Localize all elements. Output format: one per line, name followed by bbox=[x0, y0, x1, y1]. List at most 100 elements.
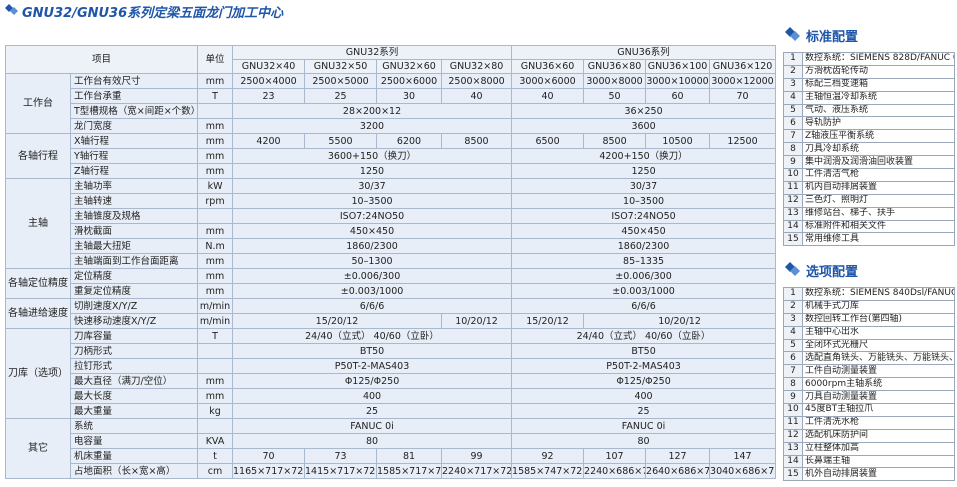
spec-row: Z轴行程 mm 1250 1250 bbox=[6, 163, 777, 179]
value-cell: 23 bbox=[232, 88, 306, 104]
page-title: GNU32/GNU36系列定梁五面龙门加工中心 bbox=[22, 6, 284, 21]
group-label: 各轴行程 bbox=[5, 133, 71, 179]
value-cell: Φ125/Φ250 bbox=[232, 373, 513, 389]
item-text: 维修站台、梯子、扶手 bbox=[802, 206, 955, 221]
spec-row: Y轴行程 mm 3600+150（换刀） 4200+150（换刀） bbox=[6, 148, 777, 164]
value-cell: 3000×8000 bbox=[583, 73, 647, 89]
spec-row: 重复定位精度 mm ±0.003/1000 ±0.003/1000 bbox=[6, 283, 777, 299]
unit bbox=[197, 208, 234, 224]
section-icon bbox=[785, 27, 800, 41]
unit bbox=[197, 103, 234, 119]
list-row: 8 刀具冷却系统 bbox=[783, 142, 955, 157]
value-cell: 99 bbox=[441, 448, 513, 464]
list-row: 14 长鼻端主轴 bbox=[783, 454, 955, 469]
item-number: 4 bbox=[783, 325, 803, 340]
item-text: 工件清洁气枪 bbox=[802, 168, 955, 182]
value-cell: 6500 bbox=[511, 133, 585, 149]
spec-row: 机床重量 t 70 73 81 99 92 107 127 147 bbox=[6, 448, 777, 464]
item-text: 气动、液压系统 bbox=[802, 103, 955, 118]
list-row: 11 机内自动排屑装置 bbox=[783, 180, 955, 195]
value-cell: FANUC 0i bbox=[232, 418, 513, 434]
value-cell: 1860/2300 bbox=[511, 238, 777, 254]
value-cell: 28×200×12 bbox=[232, 103, 513, 119]
unit: mm bbox=[197, 148, 234, 164]
param-name: 拉钉形式 bbox=[69, 358, 199, 374]
series-header: GNU36系列 bbox=[511, 45, 777, 60]
value-cell: 3600+150（换刀） bbox=[232, 148, 513, 164]
item-text: 标准附件和相关文件 bbox=[802, 219, 955, 234]
spec-row: 其它 系统 FANUC 0i FANUC 0i bbox=[5, 418, 777, 479]
group-label: 刀库（选项） bbox=[5, 328, 71, 419]
list-row: 9 集中润滑及润滑油回收装置 bbox=[783, 155, 955, 170]
spec-row: 刀库（选项） 刀库容量 T 24/40（立式） 40/60（立卧） 24/40（立式） … bbox=[5, 328, 777, 419]
value-cell: 8500 bbox=[441, 133, 513, 149]
value-cell: 3200 bbox=[232, 118, 513, 134]
unit: m/min bbox=[197, 313, 234, 329]
item-number: 13 bbox=[783, 441, 803, 456]
value-cell: 400 bbox=[232, 388, 513, 404]
item-number: 15 bbox=[783, 467, 803, 482]
param-name: 最大重量 bbox=[69, 403, 199, 419]
param-name: 工作台承重 bbox=[69, 88, 199, 104]
spec-row: 各轴进给速度 切削速度X/Y/Z m/min 6/6/6 6/6/6 bbox=[5, 298, 777, 329]
value-cell: 127 bbox=[645, 448, 711, 464]
value-cell: 450×450 bbox=[232, 223, 513, 239]
value-cell: 10–3500 bbox=[511, 193, 777, 209]
value-cell: 450×450 bbox=[511, 223, 777, 239]
unit: mm bbox=[197, 118, 234, 134]
item-text: 工件自动测量装置 bbox=[802, 364, 955, 379]
list-row: 15 常用维修工具 bbox=[783, 232, 955, 247]
value-cell: 40 bbox=[441, 88, 513, 104]
value-cell: 400 bbox=[511, 388, 777, 404]
spec-row: 最大长度 mm 400 400 bbox=[6, 388, 777, 404]
item-text: 方滑枕齿轮传动 bbox=[802, 64, 955, 79]
value-cell: 80 bbox=[232, 433, 513, 449]
value-cell: ISO7:24NO50 bbox=[232, 208, 513, 224]
group-label: 主轴 bbox=[5, 178, 71, 269]
value-cell: 25 bbox=[304, 88, 378, 104]
value-cell: 4200 bbox=[232, 133, 306, 149]
value-cell: ±0.003/1000 bbox=[511, 283, 777, 299]
spec-row: 刀柄形式 BT50 BT50 bbox=[6, 343, 777, 359]
item-text: 集中润滑及润滑油回收装置 bbox=[802, 155, 955, 170]
item-text: 主轴恒温冷却系统 bbox=[802, 90, 955, 105]
item-text: 数控系统：SIEMENS 828D/FANUC 0i bbox=[802, 52, 955, 66]
list-row: 7 Z轴液压平衡系统 bbox=[783, 129, 955, 144]
spec-row: 最大重量 kg 25 25 bbox=[6, 403, 777, 419]
value-cell: 70 bbox=[232, 448, 306, 464]
list-row: 13 维修站台、梯子、扶手 bbox=[783, 206, 955, 221]
item-number: 5 bbox=[783, 103, 803, 118]
item-text: 机外自动排屑装置 bbox=[802, 467, 955, 482]
item-number: 12 bbox=[783, 193, 803, 208]
param-name: 定位精度 bbox=[69, 268, 199, 284]
list-row: 2 方滑枕齿轮传动 bbox=[783, 64, 955, 79]
value-cell: 5500 bbox=[304, 133, 378, 149]
value-cell: 25 bbox=[232, 403, 513, 419]
value-cell: 40 bbox=[511, 88, 585, 104]
value-cell: 2640×686×725 bbox=[645, 463, 711, 479]
param-name: 主轴最大扭矩 bbox=[69, 238, 199, 254]
value-cell: 12500 bbox=[709, 133, 777, 149]
item-text: 6000rpm主轴系统 bbox=[802, 377, 955, 392]
item-number: 10 bbox=[783, 168, 803, 182]
value-cell: 1250 bbox=[511, 163, 777, 179]
model-header: GNU32×60 bbox=[376, 59, 443, 74]
spec-table: 项目 单位 GNU32系列 GNU36系列 GNU32×40 GNU32×50 GNU32×… bbox=[4, 45, 777, 479]
unit: mm bbox=[197, 163, 234, 179]
unit: T bbox=[197, 88, 234, 104]
item-number: 1 bbox=[783, 52, 803, 66]
unit bbox=[197, 358, 234, 374]
value-cell: 3040×686×725 bbox=[709, 463, 777, 479]
value-cell: 24/40（立式） 40/60（立卧） bbox=[511, 328, 777, 344]
section-icon bbox=[785, 262, 800, 276]
param-name: 最大长度 bbox=[69, 388, 199, 404]
list-row: 4 主轴恒温冷却系统 bbox=[783, 90, 955, 105]
header-cell: 项目 bbox=[4, 45, 199, 74]
standard-list: 1 数控系统：SIEMENS 828D/FANUC 0i 2 方滑枕齿轮传动 3 标配三档… bbox=[783, 52, 955, 247]
value-cell: FANUC 0i bbox=[511, 418, 777, 434]
value-cell: 10/20/12 bbox=[441, 313, 513, 329]
item-number: 1 bbox=[783, 287, 803, 301]
value-cell: 3000×12000 bbox=[709, 73, 777, 89]
